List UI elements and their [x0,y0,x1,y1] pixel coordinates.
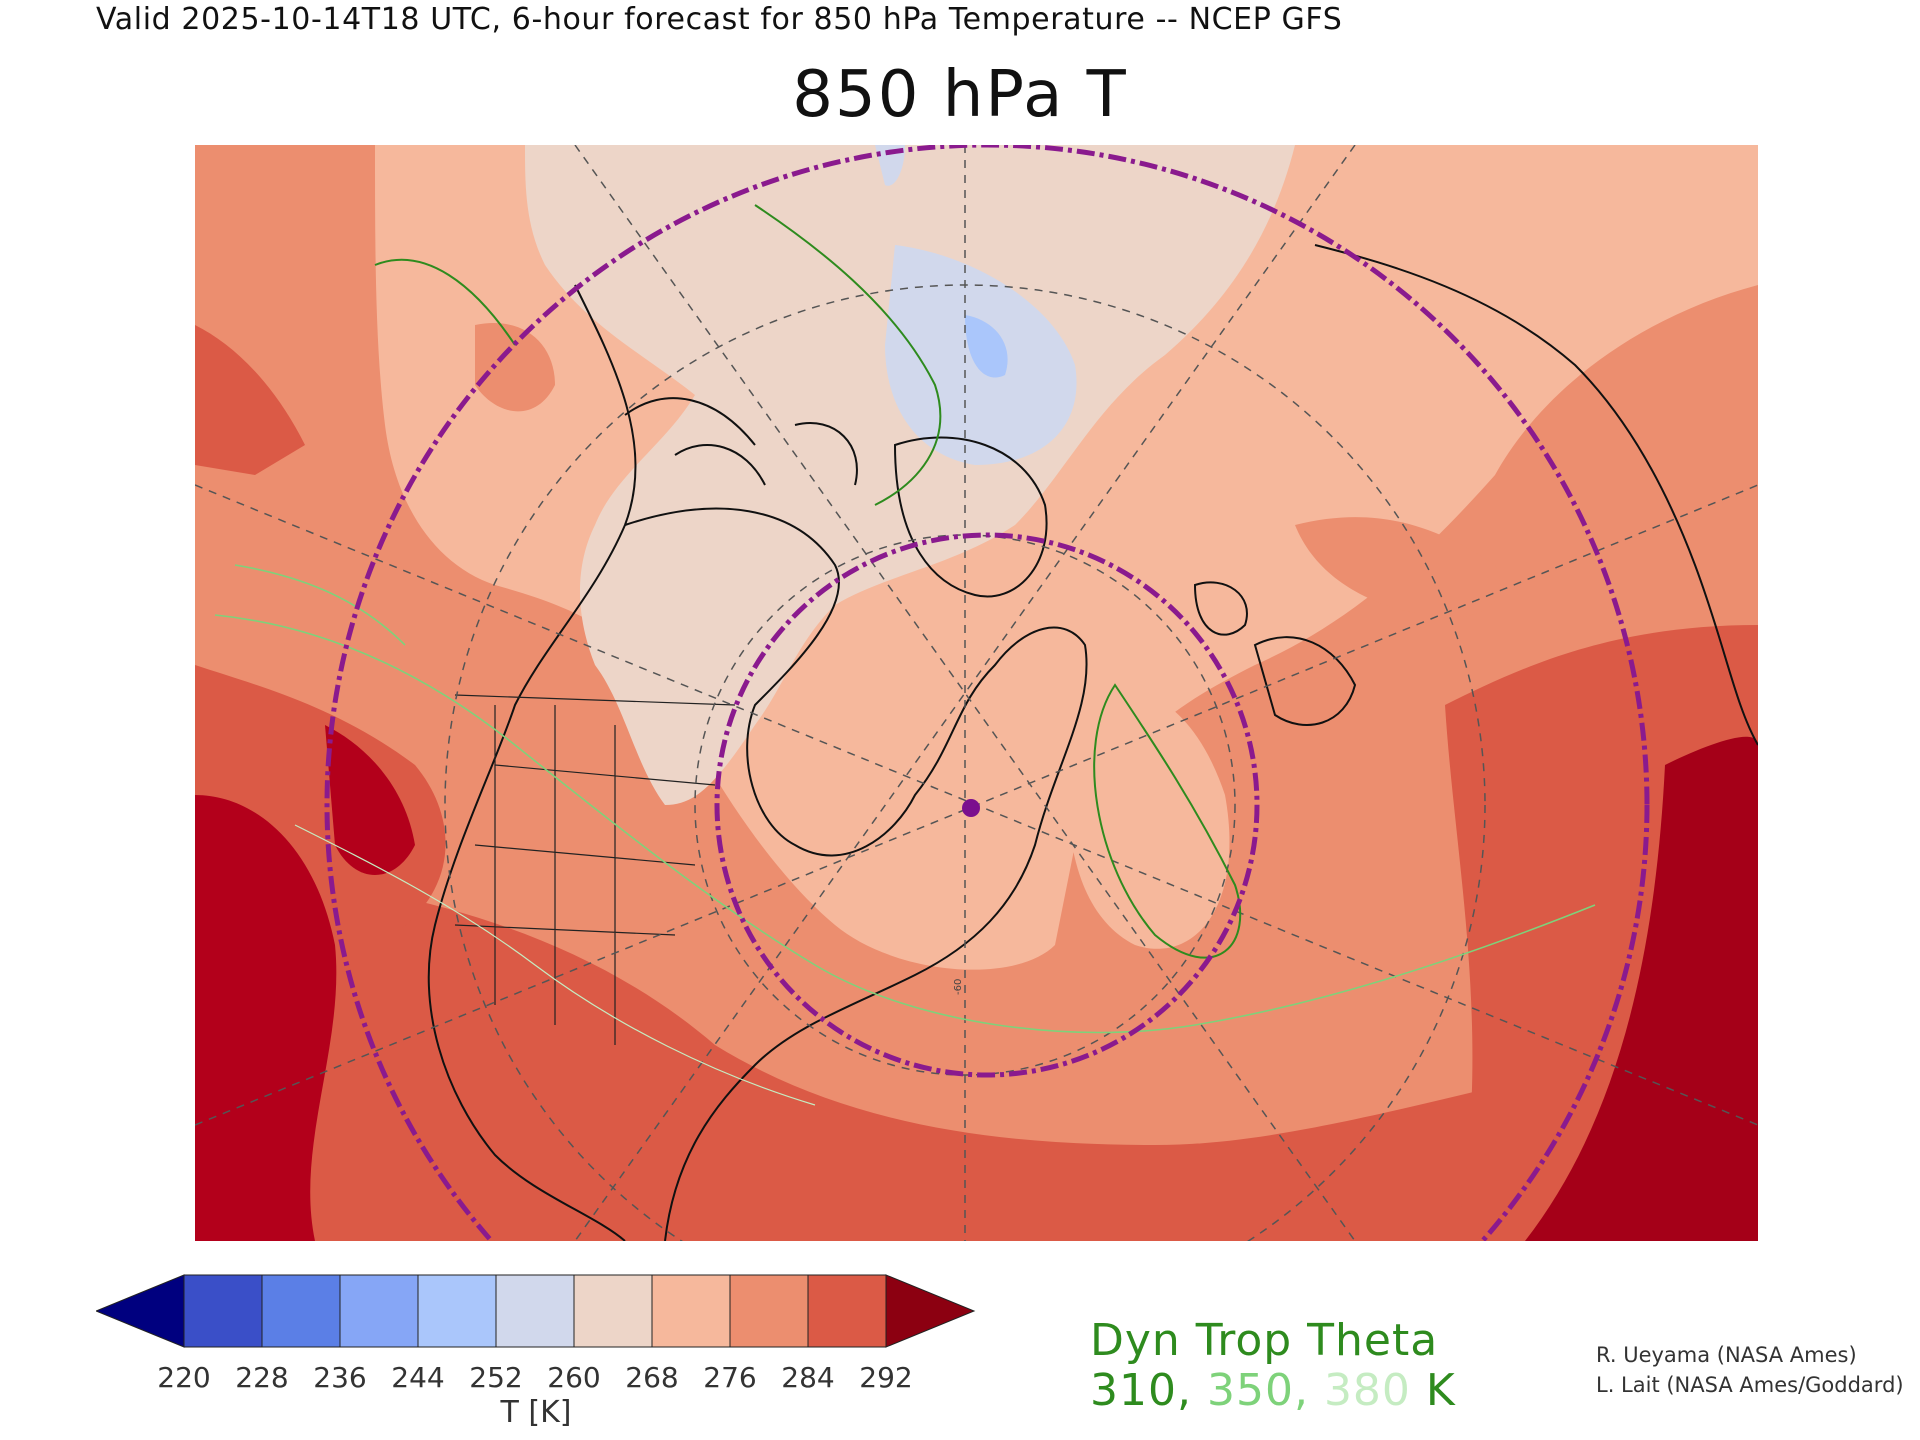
valid-time-header: Valid 2025-10-14T18 UTC, 6-hour forecast… [96,2,1343,37]
colorbar-segment [729,1274,809,1348]
colorbar-tick-label: 284 [781,1361,835,1394]
coastline-iceland [1193,581,1248,636]
range-circle-inner [714,532,1260,1078]
colorbar-over-arrow [885,1274,976,1348]
temp-band-292-south [195,865,1758,1241]
theta-310-loop [1093,683,1242,959]
theta-350-label: 350, [1206,1365,1309,1416]
credit-ueyama: R. Ueyama (NASA Ames) [1596,1343,1857,1367]
temperature-map: -60 [195,145,1758,1241]
colorbar-tick-label: 252 [469,1361,523,1394]
theta-310-arctic [754,204,942,506]
theta-350-west [234,564,406,646]
colorbar-tick-label: 276 [703,1361,757,1394]
temp-band-260-north [875,145,905,186]
colorbar-segment [495,1274,575,1348]
tropopause-values: 310, 350, 380 K [1090,1365,1456,1416]
colorbar-tick-label: 260 [547,1361,601,1394]
temp-band-284-island [1295,517,1501,618]
temp-band-292-nw [195,325,305,475]
colorbar-segment [417,1274,497,1348]
credit-lait: L. Lait (NASA Ames/Goddard) [1596,1373,1904,1397]
border-lines [454,694,736,1045]
colorbar-segment [339,1274,419,1348]
colorbar [94,1270,976,1354]
coastline-arctic-islands [624,397,858,486]
map-title: 850 hPa T [792,58,1128,132]
theta-380-label: 380 [1323,1365,1411,1416]
temp-band-276-sea [1067,689,1230,949]
coastline-west-america [427,284,637,1241]
colorbar-segment [261,1274,341,1348]
coastline-greenland [893,436,1048,598]
colorbar-tick-label: 292 [859,1361,913,1394]
theta-310-nw [374,258,516,346]
ring-label: -60 [953,979,964,995]
temp-band-284-alaska [475,323,555,412]
colorbar-tick-label: 268 [625,1361,679,1394]
theta-310-contours [374,204,1242,959]
colorbar-segment [573,1274,653,1348]
colorbar-under-arrow [94,1274,185,1348]
temp-band-268-hudson [650,673,717,787]
theta-310-label: 310, [1090,1365,1192,1416]
station-marker [962,799,980,817]
theta-350-band [214,614,1596,1034]
theta-350-contours [214,564,1596,1034]
theta-380-contours [294,824,816,1106]
coastline-eurasia [1314,244,1758,746]
colorbar-tick-label: 220 [157,1361,211,1394]
colorbar-label: T [K] [500,1395,572,1430]
colorbar-tick-label: 236 [313,1361,367,1394]
colorbar-tick-label: 244 [391,1361,445,1394]
colorbar-segment [807,1274,887,1348]
temp-band-268 [525,145,1295,805]
temp-band-hot-east [1525,736,1758,1241]
colorbar-segment [183,1274,263,1348]
coastline-britain [1253,636,1357,726]
colorbar-segment [651,1274,731,1348]
temp-band-hot-plains [325,725,415,875]
range-circle-outer [324,145,1650,1241]
temp-band-252 [965,315,1008,378]
coastlines [427,244,1758,1241]
range-circles [324,145,1650,1241]
colorbar-tick-label: 228 [235,1361,289,1394]
colorbar-svg [94,1274,976,1348]
coastline-east-america [624,507,1088,1241]
temperature-field: -60 [195,145,1758,1241]
political-borders [454,694,736,1045]
theta-380-band [294,824,816,1106]
tropopause-title: Dyn Trop Theta [1090,1315,1439,1366]
temp-band-hot-west [195,795,337,1241]
theta-unit-label: K [1425,1365,1456,1416]
